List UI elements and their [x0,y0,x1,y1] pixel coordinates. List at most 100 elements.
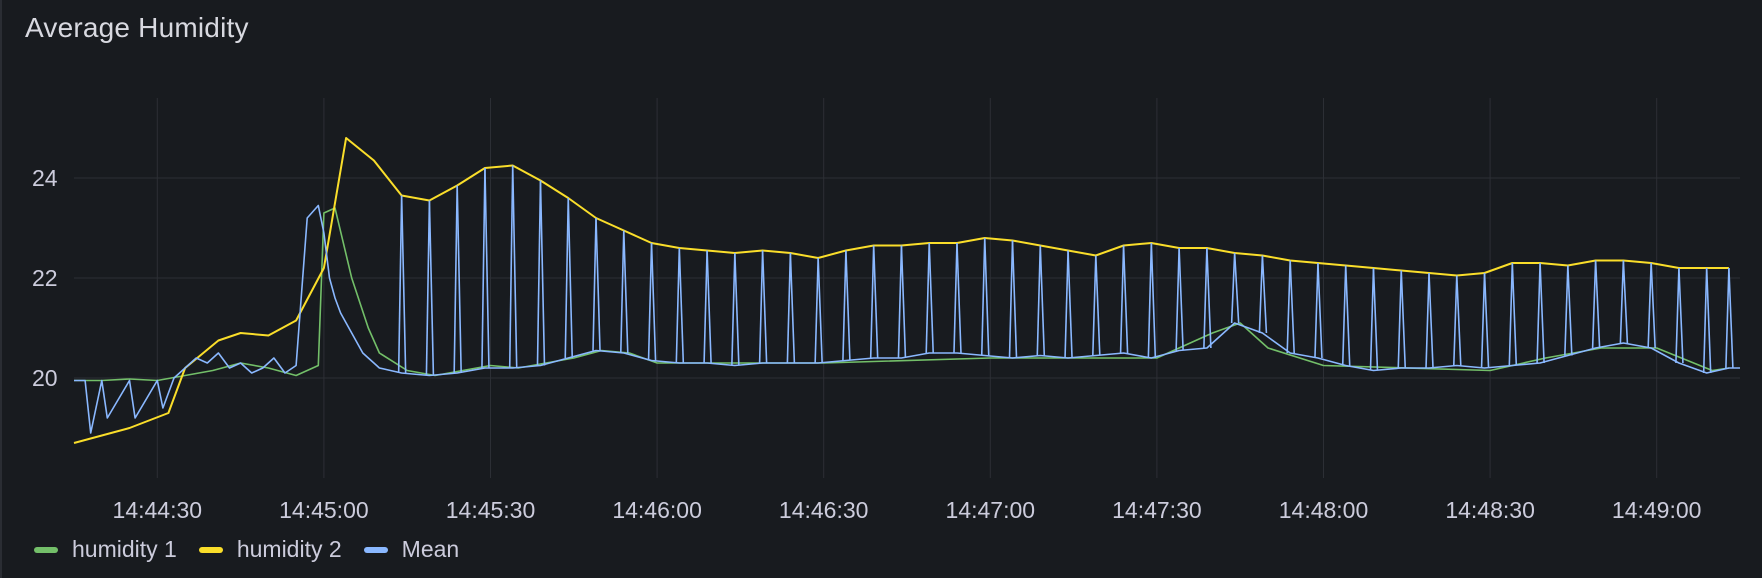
legend-item[interactable]: humidity 2 [198,536,342,563]
series-line-mean [74,204,1740,434]
legend-item[interactable]: humidity 1 [34,536,177,563]
mean-spike [1564,265,1569,356]
mean-spike [453,185,458,374]
mean-spike [1095,255,1101,356]
mean-spike [456,185,462,374]
mean-spike [1314,262,1319,359]
mean-spike [900,245,907,359]
mean-spike [1067,250,1073,359]
mean-spike [1508,262,1514,366]
mean-spike [1536,262,1541,364]
mean-spike [1233,252,1240,324]
mean-spike [1011,240,1018,359]
mean-spike [983,237,990,356]
mean-spike [1452,275,1458,366]
mean-spike [1425,272,1430,369]
legend-swatch [198,546,223,553]
legend-label: humidity 1 [72,536,177,562]
mean-spike [872,245,879,359]
mean-spike [1008,240,1014,359]
x-tick-label: 14:48:30 [1445,497,1535,523]
mean-spike [1178,247,1184,351]
mean-spike [1678,267,1684,364]
mean-spike [1039,245,1046,356]
mean-spike [1619,260,1625,344]
mean-spike [786,252,792,364]
mean-spike [1175,247,1180,351]
x-tick-label: 14:47:30 [1112,497,1202,523]
series-line-humidity-2 [73,137,1729,444]
mean-spike [481,167,486,369]
mean-spike [928,242,935,354]
mean-spike [1702,267,1708,374]
mean-spike [1369,267,1375,371]
mean-spike [956,242,962,354]
mean-spike [1675,267,1680,364]
mean-spike [1150,242,1157,359]
mean-spike [511,165,518,369]
mean-spike [1725,267,1730,369]
mean-spike [1147,242,1153,359]
mean-spike [897,245,903,359]
mean-spike [842,250,847,361]
mean-spike [1480,272,1486,369]
mean-spike [1258,255,1264,334]
mean-spike [619,230,625,354]
mean-spike [539,180,546,366]
mean-spike [1511,262,1518,366]
mean-spike [1594,260,1601,349]
mean-spike [869,245,875,359]
mean-spike [425,200,431,376]
x-tick-label: 14:45:00 [279,497,369,523]
mean-spike [734,252,740,366]
mean-spike [1372,267,1379,371]
y-tick-label: 20 [32,365,58,391]
y-tick-label: 22 [32,265,58,291]
mean-spike [650,242,657,361]
mean-spike [1647,262,1652,349]
mean-spike [1400,270,1407,369]
mean-spike [1483,272,1490,369]
mean-spike [595,217,601,351]
mean-spike [400,195,407,374]
mean-spike [845,250,851,361]
mean-spike [1455,275,1462,366]
mean-spike [1289,260,1295,354]
legend-swatch [34,546,58,553]
mean-spike [1261,255,1268,334]
series-line-humidity-1 [74,207,1730,382]
y-tick-label: 24 [32,165,58,191]
mean-spike [1317,262,1323,359]
x-tick-label: 14:48:00 [1279,497,1369,523]
x-tick-label: 14:44:30 [113,497,203,523]
mean-spike [1567,265,1573,356]
mean-spike [1539,262,1545,364]
mean-spike [397,195,403,374]
legend-label: Mean [401,536,460,562]
mean-spike [678,247,685,364]
x-tick-label: 14:46:00 [612,497,702,523]
legend-swatch [363,546,388,553]
legend-label: humidity 2 [236,536,342,562]
mean-spike [1064,250,1069,359]
x-tick-label: 14:47:00 [946,497,1036,523]
mean-spike [1650,262,1656,349]
mean-spike [761,250,768,364]
mean-spike [706,250,712,364]
mean-spike [675,247,681,364]
mean-spike [1206,247,1212,349]
x-tick-label: 14:45:30 [446,497,536,523]
legend-item[interactable]: Mean [363,536,460,563]
panel-title[interactable]: Average Humidity [25,12,249,43]
mean-spike [536,180,542,366]
mean-spike [814,257,819,364]
mean-spike [953,242,958,354]
mean-spike [1705,267,1712,374]
mean-spike [592,217,597,351]
mean-spike [980,237,986,356]
x-tick-label: 14:46:30 [779,497,869,523]
x-tick-label: 14:49:00 [1612,497,1702,523]
mean-spike [564,197,570,359]
mean-spike [1092,255,1097,356]
